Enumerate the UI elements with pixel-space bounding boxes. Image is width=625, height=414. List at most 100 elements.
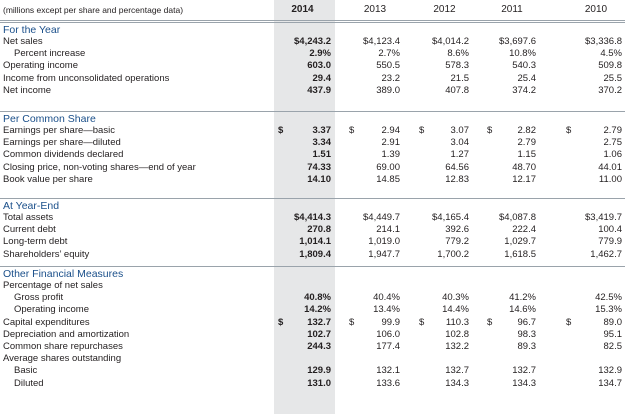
cell-value: 100.4 bbox=[598, 224, 622, 236]
table-row: Gross profit 40.8% 40.4% 40.3% 41.2% 42.5% bbox=[0, 292, 625, 304]
table-row: Income from unconsolidated operations 29.… bbox=[0, 73, 625, 85]
table-row: Capital expenditures 132.7 $99.9 $110.3 $96.… bbox=[0, 317, 625, 329]
row-label: Operating income bbox=[14, 304, 89, 316]
cell-value: 2.75 bbox=[603, 137, 623, 149]
section-title: For the Year bbox=[3, 24, 61, 36]
section-header: Other Financial Measures bbox=[0, 266, 625, 280]
row-label: Diluted bbox=[14, 377, 44, 389]
cell-value: 132.7 bbox=[445, 365, 469, 377]
cell-value: $4,014.2 bbox=[432, 36, 469, 47]
row-label: Gross profit bbox=[14, 292, 64, 304]
row-label: Earnings per share—basic bbox=[3, 125, 115, 136]
cell-value: 550.5 bbox=[376, 60, 400, 72]
cell-value: 132.7 bbox=[307, 316, 331, 328]
cell-value: 102.8 bbox=[445, 328, 469, 340]
cell-value: 69.00 bbox=[376, 161, 400, 173]
cell-value: 1.27 bbox=[450, 149, 470, 161]
cell-value: 13.4% bbox=[373, 304, 400, 316]
row-label: Net sales bbox=[3, 36, 43, 47]
year-header-2011: 2011 bbox=[501, 4, 523, 15]
cell-value: $4,243.2 bbox=[294, 36, 331, 47]
cell-value: 42.5% bbox=[595, 292, 622, 304]
table-row: Percent increase 2.9% 2.7% 8.6% 10.8% 4.5% bbox=[0, 48, 625, 60]
cell-value: 21.5 bbox=[450, 72, 470, 84]
row-label: Closing price, non-voting shares—end of … bbox=[3, 161, 196, 173]
cell-value: 214.1 bbox=[376, 224, 400, 236]
cell-value: 1,014.1 bbox=[299, 236, 331, 248]
cell-value: 2.82 bbox=[517, 125, 537, 136]
cell-value: $3,336.8 bbox=[585, 36, 622, 47]
cell-value: 134.3 bbox=[512, 377, 536, 389]
dollar-sign: $ bbox=[278, 316, 284, 328]
cell-value: 89.3 bbox=[517, 341, 537, 352]
cell-value: 2.79 bbox=[517, 137, 537, 149]
cell-value: 1,029.7 bbox=[504, 236, 536, 248]
cell-value: 133.6 bbox=[376, 377, 400, 389]
row-label: Capital expenditures bbox=[3, 316, 90, 328]
cell-value: 95.1 bbox=[603, 328, 623, 340]
cell-value: 132.7 bbox=[512, 365, 536, 377]
table-row: Depreciation and amortization 102.7 106.0 1… bbox=[0, 329, 625, 341]
cell-value: 8.6% bbox=[447, 48, 469, 60]
cell-value: 14.85 bbox=[376, 173, 400, 185]
cell-value: 14.4% bbox=[442, 304, 469, 316]
cell-value: 14.2% bbox=[304, 304, 331, 316]
cell-value: 2.79 bbox=[603, 125, 623, 136]
cell-value: 3.07 bbox=[450, 125, 470, 136]
cell-value: 29.4 bbox=[312, 72, 332, 84]
section-title: At Year-End bbox=[3, 200, 60, 212]
cell-value: 270.8 bbox=[307, 224, 331, 236]
cell-value: 1.51 bbox=[312, 149, 332, 161]
table-row: Shareholders’ equity 1,809.4 1,947.7 1,700.… bbox=[0, 249, 625, 261]
cell-value: 1,019.0 bbox=[368, 236, 400, 248]
dollar-sign: $ bbox=[349, 316, 355, 328]
row-label: Average shares outstanding bbox=[3, 353, 122, 365]
cell-value: 132.1 bbox=[376, 365, 400, 377]
cell-value: 23.2 bbox=[381, 72, 401, 84]
cell-value: 177.4 bbox=[376, 341, 400, 352]
cell-value: 244.3 bbox=[307, 341, 331, 352]
cell-value: $4,414.3 bbox=[294, 212, 331, 223]
cell-value: 98.3 bbox=[517, 328, 537, 340]
table-row: Common share repurchases 244.3 177.4 132.2 8… bbox=[0, 341, 625, 353]
cell-value: 222.4 bbox=[512, 224, 536, 236]
row-label: Common share repurchases bbox=[3, 341, 123, 352]
cell-value: 48.70 bbox=[512, 161, 536, 173]
cell-value: 12.17 bbox=[512, 173, 536, 185]
cell-value: 11.00 bbox=[598, 173, 622, 185]
cell-value: 15.3% bbox=[595, 304, 622, 316]
cell-value: 134.7 bbox=[598, 377, 622, 389]
cell-value: 1,618.5 bbox=[504, 248, 536, 260]
dollar-sign: $ bbox=[566, 316, 572, 328]
row-label: Income from unconsolidated operations bbox=[3, 72, 170, 84]
cell-value: $4,449.7 bbox=[363, 212, 400, 223]
cell-value: 1.15 bbox=[517, 149, 537, 161]
cell-value: 2.9% bbox=[309, 48, 331, 60]
cell-value: 407.8 bbox=[445, 84, 469, 96]
table-row: Current debt 270.8 214.1 392.6 222.4 100.4 bbox=[0, 224, 625, 236]
cell-value: 2.7% bbox=[378, 48, 400, 60]
table-row: Percentage of net sales bbox=[0, 280, 625, 292]
units-note: (millions except per share and percentag… bbox=[3, 5, 184, 15]
year-header-2010: 2010 bbox=[584, 4, 608, 15]
table-row: Average shares outstanding bbox=[0, 353, 625, 365]
table-row: Basic 129.9 132.1 132.7 132.7 132.9 bbox=[0, 365, 625, 377]
table-header: (millions except per share and percentag… bbox=[0, 0, 625, 21]
table-row: Book value per share 14.10 14.85 12.83 12.17… bbox=[0, 174, 625, 186]
table-row: Earnings per share—diluted 3.34 2.91 3.04 2.… bbox=[0, 137, 625, 149]
row-label: Shareholders’ equity bbox=[3, 248, 90, 260]
cell-value: 134.3 bbox=[445, 377, 469, 389]
cell-value: 509.8 bbox=[598, 60, 622, 72]
cell-value: 540.3 bbox=[512, 60, 536, 72]
year-header-2013: 2013 bbox=[363, 4, 387, 15]
cell-value: 132.2 bbox=[445, 341, 469, 352]
cell-value: 2.94 bbox=[381, 125, 401, 136]
cell-value: $4,087.8 bbox=[499, 212, 536, 223]
cell-value: $4,165.4 bbox=[432, 212, 469, 223]
cell-value: 40.4% bbox=[373, 292, 400, 304]
dollar-sign: $ bbox=[349, 125, 355, 136]
cell-value: 1,700.2 bbox=[437, 248, 469, 260]
row-label: Total assets bbox=[3, 212, 54, 223]
cell-value: 3.37 bbox=[312, 125, 332, 136]
section-header: For the Year bbox=[0, 22, 625, 36]
